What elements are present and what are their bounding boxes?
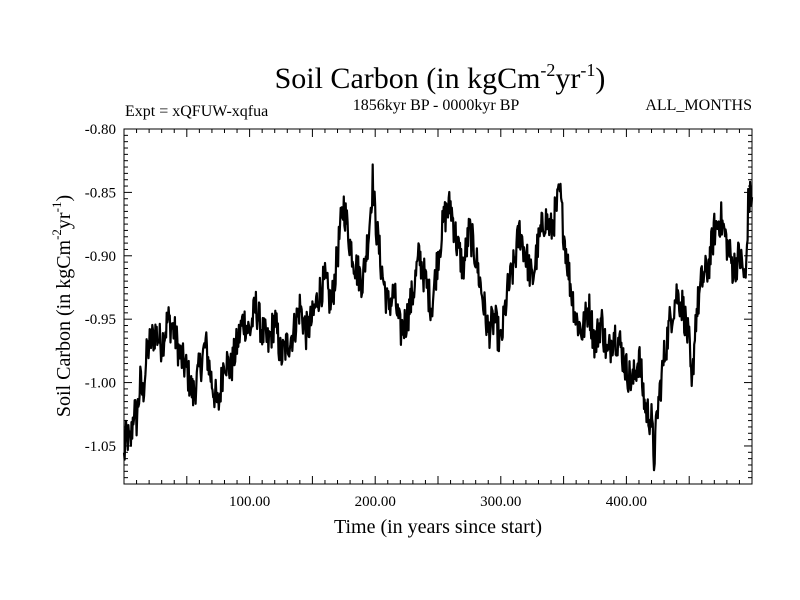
x-tick-label: 300.00 — [480, 494, 521, 510]
x-tick-label: 200.00 — [355, 494, 396, 510]
subtitle-left: Expt = xQFUW-xqfua — [125, 103, 268, 120]
x-tick-label: 100.00 — [229, 494, 270, 510]
subtitle-right: ALL_MONTHS — [645, 97, 752, 114]
y-tick-label: -0.90 — [85, 249, 116, 265]
y-tick-label: -1.05 — [85, 439, 116, 455]
chart-title-end: ) — [595, 62, 605, 95]
chart-title-main: Soil Carbon (in kgCm — [275, 62, 541, 95]
x-axis-label: Time (in years since start) — [334, 516, 542, 538]
y-axis-label-sup2: -1 — [49, 202, 64, 213]
x-tick-label: 400.00 — [606, 494, 647, 510]
y-axis-label-main: Soil Carbon (in kgCm — [53, 239, 75, 417]
subtitle-center: 1856kyr BP - 0000kyr BP — [353, 97, 520, 114]
chart-title-mid: yr — [555, 62, 580, 95]
chart-title-sup2: -1 — [580, 60, 595, 80]
chart-title: Soil Carbon (in kgCm-2yr-1) — [275, 60, 606, 95]
series-line-soil-carbon — [122, 163, 754, 472]
x-axis: 100.00 200.00 300.00 400.00 — [136, 129, 740, 510]
chart-title-sup1: -2 — [540, 60, 555, 80]
y-tick-label: -0.85 — [85, 185, 116, 201]
y-axis-label-sup1: -2 — [49, 229, 64, 240]
plot-frame — [123, 128, 753, 485]
y-tick-label: -0.95 — [85, 312, 116, 328]
y-tick-label: -0.80 — [85, 122, 116, 138]
y-tick-label: -1.00 — [85, 376, 116, 392]
y-axis-label: Soil Carbon (in kgCm-2yr-1) — [49, 195, 75, 417]
y-axis-label-end: ) — [53, 195, 75, 202]
y-axis-label-mid: yr — [53, 212, 75, 229]
